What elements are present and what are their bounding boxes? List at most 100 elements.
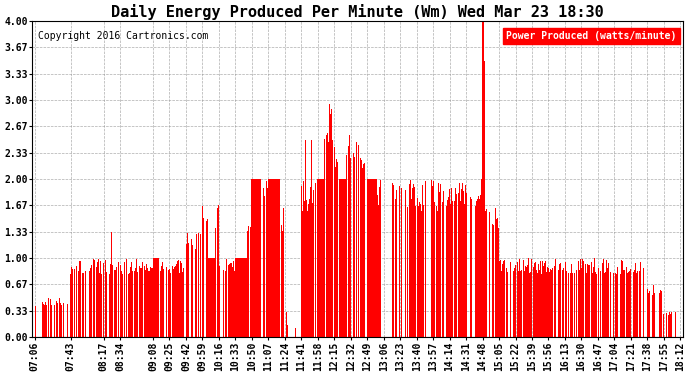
Bar <box>304 201 305 337</box>
Bar <box>134 272 135 337</box>
Bar <box>482 21 483 337</box>
Bar <box>549 272 550 337</box>
Bar <box>116 267 117 337</box>
Bar <box>591 273 593 337</box>
Bar <box>233 261 234 337</box>
Bar <box>196 234 197 337</box>
Bar <box>544 262 545 337</box>
Bar <box>640 262 641 337</box>
Bar <box>215 230 217 337</box>
Bar <box>513 271 514 337</box>
Text: Copyright 2016 Cartronics.com: Copyright 2016 Cartronics.com <box>39 31 208 41</box>
Bar <box>442 202 443 337</box>
Bar <box>572 273 573 337</box>
Bar <box>129 273 130 337</box>
Bar <box>392 183 393 337</box>
Bar <box>48 298 49 337</box>
Bar <box>458 193 459 337</box>
Bar <box>521 270 522 337</box>
Bar <box>658 292 660 337</box>
Bar <box>336 159 337 337</box>
Bar <box>583 261 584 337</box>
Bar <box>76 266 77 337</box>
Bar <box>264 196 265 337</box>
Bar <box>191 239 193 337</box>
Bar <box>421 211 422 337</box>
Bar <box>213 258 214 337</box>
Bar <box>545 261 546 337</box>
Bar <box>160 271 161 337</box>
Bar <box>530 272 531 337</box>
Bar <box>302 211 303 337</box>
Bar <box>272 179 273 337</box>
Bar <box>286 312 287 337</box>
Bar <box>514 267 515 337</box>
Bar <box>443 191 444 337</box>
Bar <box>669 312 670 337</box>
Bar <box>326 135 327 337</box>
Bar <box>250 227 251 337</box>
Bar <box>132 272 133 337</box>
Bar <box>585 264 586 337</box>
Bar <box>88 271 90 337</box>
Bar <box>162 262 163 337</box>
Bar <box>145 270 146 337</box>
Bar <box>559 264 560 337</box>
Bar <box>119 266 121 337</box>
Bar <box>617 267 618 337</box>
Bar <box>203 218 204 337</box>
Bar <box>437 211 438 337</box>
Bar <box>100 261 101 337</box>
Bar <box>459 183 460 337</box>
Bar <box>207 219 208 337</box>
Bar <box>675 312 676 337</box>
Bar <box>671 312 672 337</box>
Bar <box>574 273 575 337</box>
Bar <box>626 267 627 337</box>
Bar <box>332 140 333 337</box>
Bar <box>166 267 167 337</box>
Bar <box>131 262 132 337</box>
Bar <box>581 268 582 337</box>
Bar <box>339 179 341 337</box>
Bar <box>504 260 505 337</box>
Bar <box>229 264 230 337</box>
Bar <box>183 268 184 337</box>
Bar <box>315 183 316 337</box>
Bar <box>607 268 608 337</box>
Bar <box>478 196 479 337</box>
Bar <box>517 262 518 337</box>
Bar <box>153 258 155 337</box>
Bar <box>523 260 524 337</box>
Bar <box>306 211 308 337</box>
Bar <box>475 206 476 337</box>
Bar <box>111 232 112 337</box>
Bar <box>670 314 671 337</box>
Bar <box>161 266 162 337</box>
Bar <box>576 270 577 337</box>
Bar <box>526 265 528 337</box>
Bar <box>78 271 79 337</box>
Bar <box>353 153 354 337</box>
Bar <box>45 302 46 337</box>
Bar <box>46 304 47 337</box>
Bar <box>72 269 73 337</box>
Bar <box>169 269 170 337</box>
Bar <box>368 179 370 337</box>
Bar <box>163 269 164 337</box>
Bar <box>483 21 484 337</box>
Bar <box>401 188 402 337</box>
Bar <box>485 211 486 337</box>
Bar <box>476 201 477 337</box>
Bar <box>269 179 270 337</box>
Bar <box>543 267 544 337</box>
Bar <box>341 179 342 337</box>
Bar <box>419 202 420 337</box>
Bar <box>219 266 220 337</box>
Bar <box>456 194 457 337</box>
Bar <box>629 271 631 337</box>
Bar <box>395 199 396 337</box>
Bar <box>588 266 589 337</box>
Bar <box>319 179 320 337</box>
Bar <box>620 274 621 337</box>
